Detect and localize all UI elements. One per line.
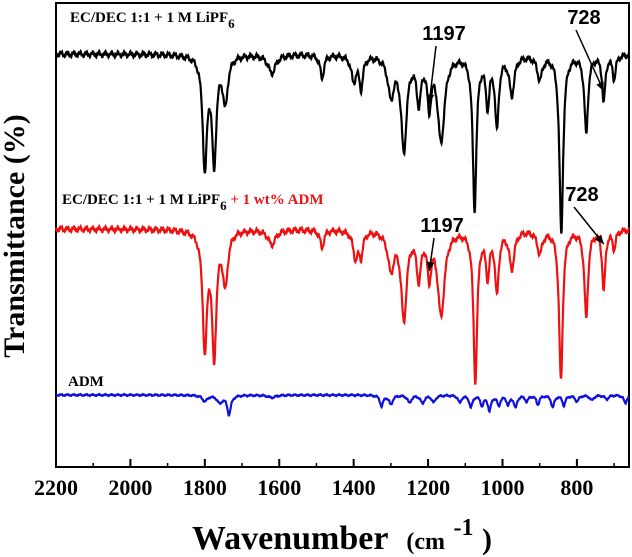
- x-axis-unit-prefix: (cm: [406, 529, 445, 555]
- annotation-arrowhead-1-1: [426, 94, 435, 104]
- series-label-3: ADM: [68, 374, 104, 390]
- annotation-arrow-1-2: [575, 29, 605, 92]
- spectra-group: [54, 48, 631, 417]
- spectrum-line-3: [55, 392, 630, 417]
- x-axis: 2200 2000 1800 1600 1400 1200 1000 800: [34, 459, 615, 500]
- annotation-label-2-1: 1197: [420, 215, 463, 237]
- annotation-label-2-2: 728: [565, 184, 598, 206]
- annotation-label-1-1: 1197: [422, 23, 465, 45]
- x-axis-unit-sup: -1: [453, 515, 473, 541]
- annotation-label-1-2: 728: [567, 7, 600, 29]
- series-labels-group: EC/DEC 1:1 + 1 M LiPF6 EC/DEC 1:1 + 1 M L…: [62, 10, 324, 390]
- x-tick-label-1000: 1000: [480, 475, 524, 500]
- annotation-arrowhead-2-2: [594, 234, 604, 244]
- annotations-group: 1197 728 1197 728: [420, 7, 605, 272]
- plot-frame: [55, 2, 630, 468]
- x-tick-label-2200: 2200: [34, 475, 78, 500]
- x-tick-label-800: 800: [560, 475, 593, 500]
- series-label-2: EC/DEC 1:1 + 1 M LiPF6 + 1 wt% ADM: [62, 192, 324, 213]
- x-tick-label-1200: 1200: [406, 475, 450, 500]
- x-axis-title-main: Wavenumber: [192, 520, 388, 557]
- y-axis-title: Transmittance (%): [0, 114, 31, 358]
- spectrum-line-1: [54, 48, 630, 234]
- x-axis-unit-suffix: ): [482, 523, 492, 556]
- annotation-arrow-1-1: [428, 45, 437, 104]
- x-tick-label-1600: 1600: [257, 475, 301, 500]
- x-axis-title: Wavenumber (cm -1 ): [192, 506, 492, 557]
- x-tick-label-1800: 1800: [183, 475, 227, 500]
- series-label-1: EC/DEC 1:1 + 1 M LiPF6: [70, 10, 235, 31]
- annotation-arrowhead-1-2: [596, 81, 604, 92]
- x-tick-label-1400: 1400: [332, 475, 376, 500]
- x-tick-label-2000: 2000: [108, 475, 152, 500]
- spectrum-line-2: [54, 223, 631, 385]
- annotation-arrowhead-2-1: [426, 261, 435, 271]
